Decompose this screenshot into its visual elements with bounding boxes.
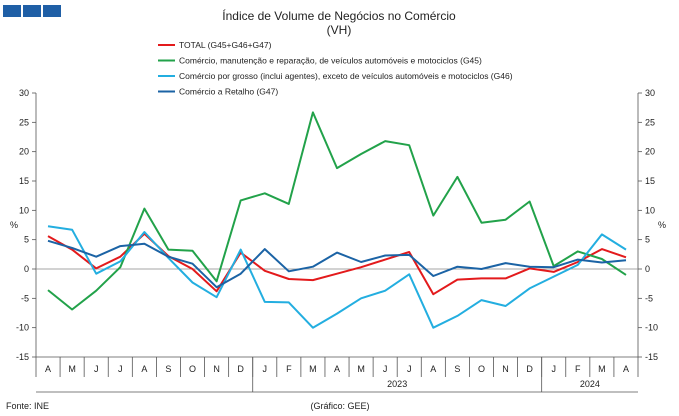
x-tick-label: J	[383, 364, 388, 374]
x-tick-label: J	[407, 364, 412, 374]
y-axis-label-right: %	[658, 220, 666, 230]
x-tick-label: A	[334, 364, 340, 374]
legend-label: Comércio, manutenção e reparação, de veí…	[179, 56, 482, 66]
chart-legend: TOTAL (G45+G46+G47) Comércio, manutenção …	[158, 40, 513, 97]
x-tick-label: M	[68, 364, 76, 374]
legend-label: Comércio por grosso (inclui agentes), ex…	[179, 71, 513, 81]
legend-label: Comércio a Retalho (G47)	[179, 87, 278, 97]
x-tick-label: J	[94, 364, 99, 374]
x-tick-label: N	[213, 364, 220, 374]
header-block	[43, 5, 61, 17]
x-tick-label: D	[237, 364, 244, 374]
x-tick-label: D	[526, 364, 533, 374]
x-tick-label: M	[357, 364, 365, 374]
y-tick-label-left: -5	[21, 293, 29, 303]
legend-label: TOTAL (G45+G46+G47)	[179, 40, 272, 50]
x-year-label: 2023	[387, 379, 407, 389]
y-tick-label-right: -15	[645, 352, 658, 362]
y-tick-label-left: 20	[19, 147, 29, 157]
source-note: Fonte: INE	[6, 401, 49, 411]
x-tick-label: A	[430, 364, 436, 374]
chart-credit: (Gráfico: GEE)	[310, 401, 369, 411]
x-tick-label: A	[141, 364, 147, 374]
series-line-3	[47, 225, 627, 329]
x-tick-label: J	[263, 364, 268, 374]
x-tick-label: J	[118, 364, 123, 374]
y-tick-label-right: -5	[645, 293, 653, 303]
x-tick-label: F	[575, 364, 581, 374]
y-tick-label-left: 5	[24, 235, 29, 245]
y-tick-label-left: -15	[16, 352, 29, 362]
chart-subtitle: (VH)	[327, 23, 352, 37]
x-tick-label: S	[165, 364, 171, 374]
y-tick-label-right: -10	[645, 323, 658, 333]
y-tick-label-left: 10	[19, 205, 29, 215]
chart-series	[47, 111, 627, 329]
series-line-1	[47, 232, 627, 296]
y-axis-label-left: %	[10, 220, 18, 230]
y-tick-label-right: 5	[645, 235, 650, 245]
y-tick-label-right: 0	[645, 264, 650, 274]
x-tick-label: O	[189, 364, 196, 374]
y-tick-label-right: 30	[645, 88, 655, 98]
chart-title: Índice de Volume de Negócios no Comércio	[222, 8, 456, 23]
x-tick-label: M	[598, 364, 606, 374]
series-line-4	[47, 239, 627, 289]
x-tick-label: O	[478, 364, 485, 374]
x-tick-label: A	[45, 364, 51, 374]
y-tick-label-left: 25	[19, 117, 29, 127]
header-logo-blocks	[3, 5, 61, 17]
x-year-label: 2024	[580, 379, 600, 389]
x-tick-label: N	[502, 364, 509, 374]
x-tick-label: F	[286, 364, 292, 374]
y-tick-label-left: 0	[24, 264, 29, 274]
x-tick-label: A	[623, 364, 629, 374]
y-tick-label-right: 25	[645, 117, 655, 127]
series-line-2	[47, 111, 627, 311]
header-block	[3, 5, 21, 17]
y-tick-label-right: 15	[645, 176, 655, 186]
y-tick-label-right: 20	[645, 147, 655, 157]
x-tick-label: M	[309, 364, 317, 374]
y-tick-label-right: 10	[645, 205, 655, 215]
y-tick-label-left: 30	[19, 88, 29, 98]
chart-axes: -15 -15 -10 -10 -5 -5 0 0 5 5 10 10 15 15 20 20 25 25 30 30…	[16, 88, 658, 393]
x-tick-label: J	[551, 364, 556, 374]
x-tick-label: S	[454, 364, 460, 374]
header-block	[23, 5, 41, 17]
y-tick-label-left: -10	[16, 323, 29, 333]
y-tick-label-left: 15	[19, 176, 29, 186]
